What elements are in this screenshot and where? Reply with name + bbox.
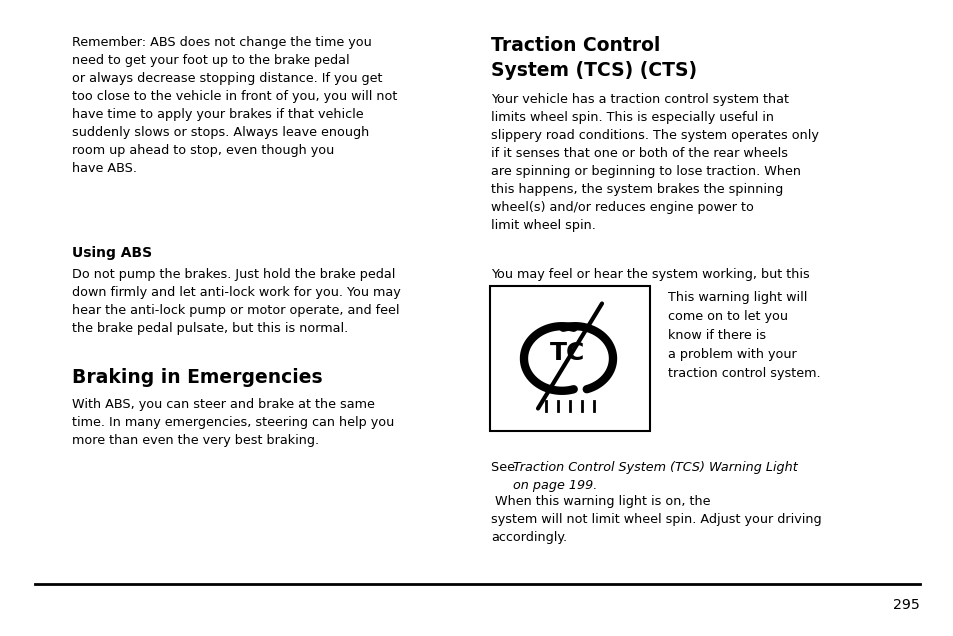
Text: Traction Control: Traction Control	[491, 36, 660, 55]
Bar	[490, 286, 649, 431]
Text: When this warning light is on, the
system will not limit wheel spin. Adjust your: When this warning light is on, the syste…	[491, 495, 821, 544]
Text: 295: 295	[892, 598, 919, 612]
Text: TC: TC	[550, 342, 585, 366]
Text: Braking in Emergencies: Braking in Emergencies	[71, 368, 322, 387]
Text: System (TCS) (CTS): System (TCS) (CTS)	[491, 61, 697, 80]
Text: With ABS, you can steer and brake at the same
time. In many emergencies, steerin: With ABS, you can steer and brake at the…	[71, 398, 394, 447]
Text: Using ABS: Using ABS	[71, 246, 152, 260]
Text: See: See	[491, 461, 518, 474]
Text: This warning light will
come on to let you
know if there is
a problem with your
: This warning light will come on to let y…	[667, 291, 820, 380]
Text: Your vehicle has a traction control system that
limits wheel spin. This is espec: Your vehicle has a traction control syst…	[491, 93, 819, 232]
Text: Remember: ABS does not change the time you
need to get your foot up to the brake: Remember: ABS does not change the time y…	[71, 36, 396, 175]
Text: Do not pump the brakes. Just hold the brake pedal
down firmly and let anti-lock : Do not pump the brakes. Just hold the br…	[71, 268, 400, 335]
Text: Traction Control System (TCS) Warning Light
on page 199.: Traction Control System (TCS) Warning Li…	[513, 461, 798, 492]
Text: You may feel or hear the system working, but this
is normal.: You may feel or hear the system working,…	[491, 268, 809, 299]
